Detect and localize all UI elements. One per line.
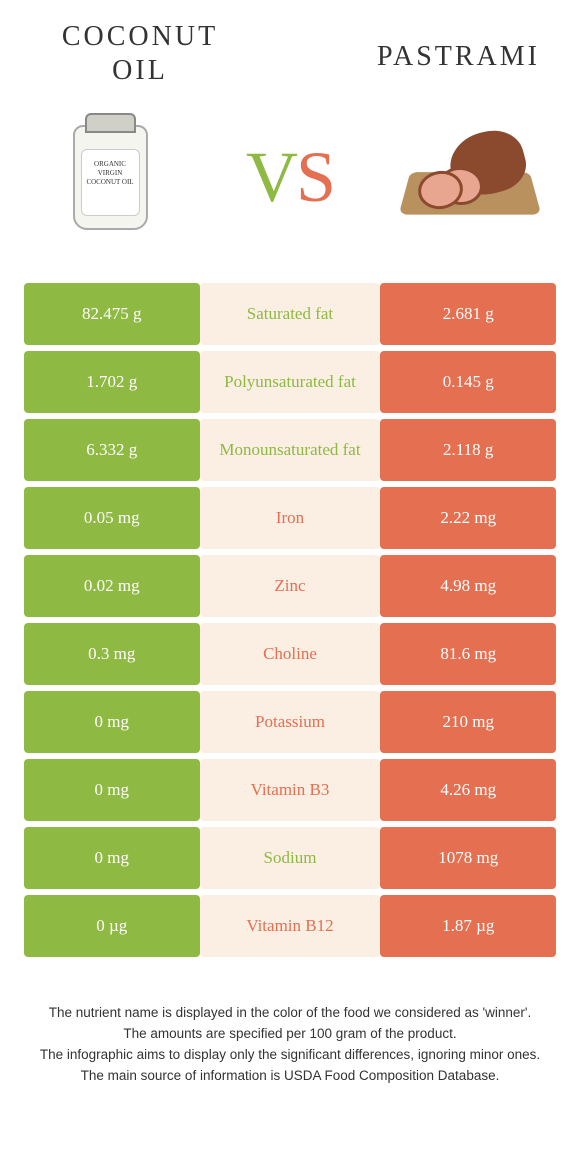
footer-line: The amounts are specified per 100 gram o… [30, 1024, 550, 1045]
value-left: 82.475 g [24, 283, 200, 345]
value-right: 1078 mg [380, 827, 556, 889]
nutrient-label: Potassium [200, 691, 381, 753]
jar-label: ORGANIC VIRGIN COCONUT OIL [81, 149, 140, 216]
value-left: 0 mg [24, 827, 200, 889]
table-row: 0 mgPotassium210 mg [24, 691, 556, 753]
nutrient-label: Iron [200, 487, 381, 549]
value-left: 0.3 mg [24, 623, 200, 685]
value-right: 81.6 mg [380, 623, 556, 685]
value-left: 0.02 mg [24, 555, 200, 617]
table-row: 1.702 gPolyunsaturated fat0.145 g [24, 351, 556, 413]
nutrient-label: Zinc [200, 555, 381, 617]
value-right: 2.22 mg [380, 487, 556, 549]
nutrient-label: Monounsaturated fat [200, 419, 381, 481]
value-left: 0 µg [24, 895, 200, 957]
table-row: 6.332 gMonounsaturated fat2.118 g [24, 419, 556, 481]
value-right: 4.98 mg [380, 555, 556, 617]
value-left: 0 mg [24, 691, 200, 753]
nutrient-label: Vitamin B12 [200, 895, 381, 957]
nutrient-label: Saturated fat [200, 283, 381, 345]
food-title-right: pastrami [340, 20, 540, 87]
nutrient-label: Sodium [200, 827, 381, 889]
food-image-right [400, 107, 540, 247]
value-left: 6.332 g [24, 419, 200, 481]
value-right: 4.26 mg [380, 759, 556, 821]
value-left: 1.702 g [24, 351, 200, 413]
footer-notes: The nutrient name is displayed in the co… [30, 1003, 550, 1087]
nutrient-label: Choline [200, 623, 381, 685]
table-row: 82.475 gSaturated fat2.681 g [24, 283, 556, 345]
value-left: 0.05 mg [24, 487, 200, 549]
footer-line: The main source of information is USDA F… [30, 1066, 550, 1087]
value-right: 1.87 µg [380, 895, 556, 957]
comparison-table: 82.475 gSaturated fat2.681 g1.702 gPolyu… [24, 277, 556, 963]
value-right: 2.681 g [380, 283, 556, 345]
value-right: 0.145 g [380, 351, 556, 413]
vs-v: V [246, 137, 296, 217]
nutrient-label: Polyunsaturated fat [200, 351, 381, 413]
table-row: 0 mgSodium1078 mg [24, 827, 556, 889]
table-row: 0 µgVitamin B121.87 µg [24, 895, 556, 957]
vs-label: VS [246, 136, 334, 219]
food-title-left: Coconut oil [40, 20, 240, 87]
table-row: 0.02 mgZinc4.98 mg [24, 555, 556, 617]
footer-line: The nutrient name is displayed in the co… [30, 1003, 550, 1024]
value-left: 0 mg [24, 759, 200, 821]
table-row: 0 mgVitamin B34.26 mg [24, 759, 556, 821]
nutrient-label: Vitamin B3 [200, 759, 381, 821]
table-row: 0.3 mgCholine81.6 mg [24, 623, 556, 685]
food-image-left: ORGANIC VIRGIN COCONUT OIL [40, 107, 180, 247]
table-row: 0.05 mgIron2.22 mg [24, 487, 556, 549]
footer-line: The infographic aims to display only the… [30, 1045, 550, 1066]
value-right: 2.118 g [380, 419, 556, 481]
value-right: 210 mg [380, 691, 556, 753]
vs-s: S [296, 137, 334, 217]
